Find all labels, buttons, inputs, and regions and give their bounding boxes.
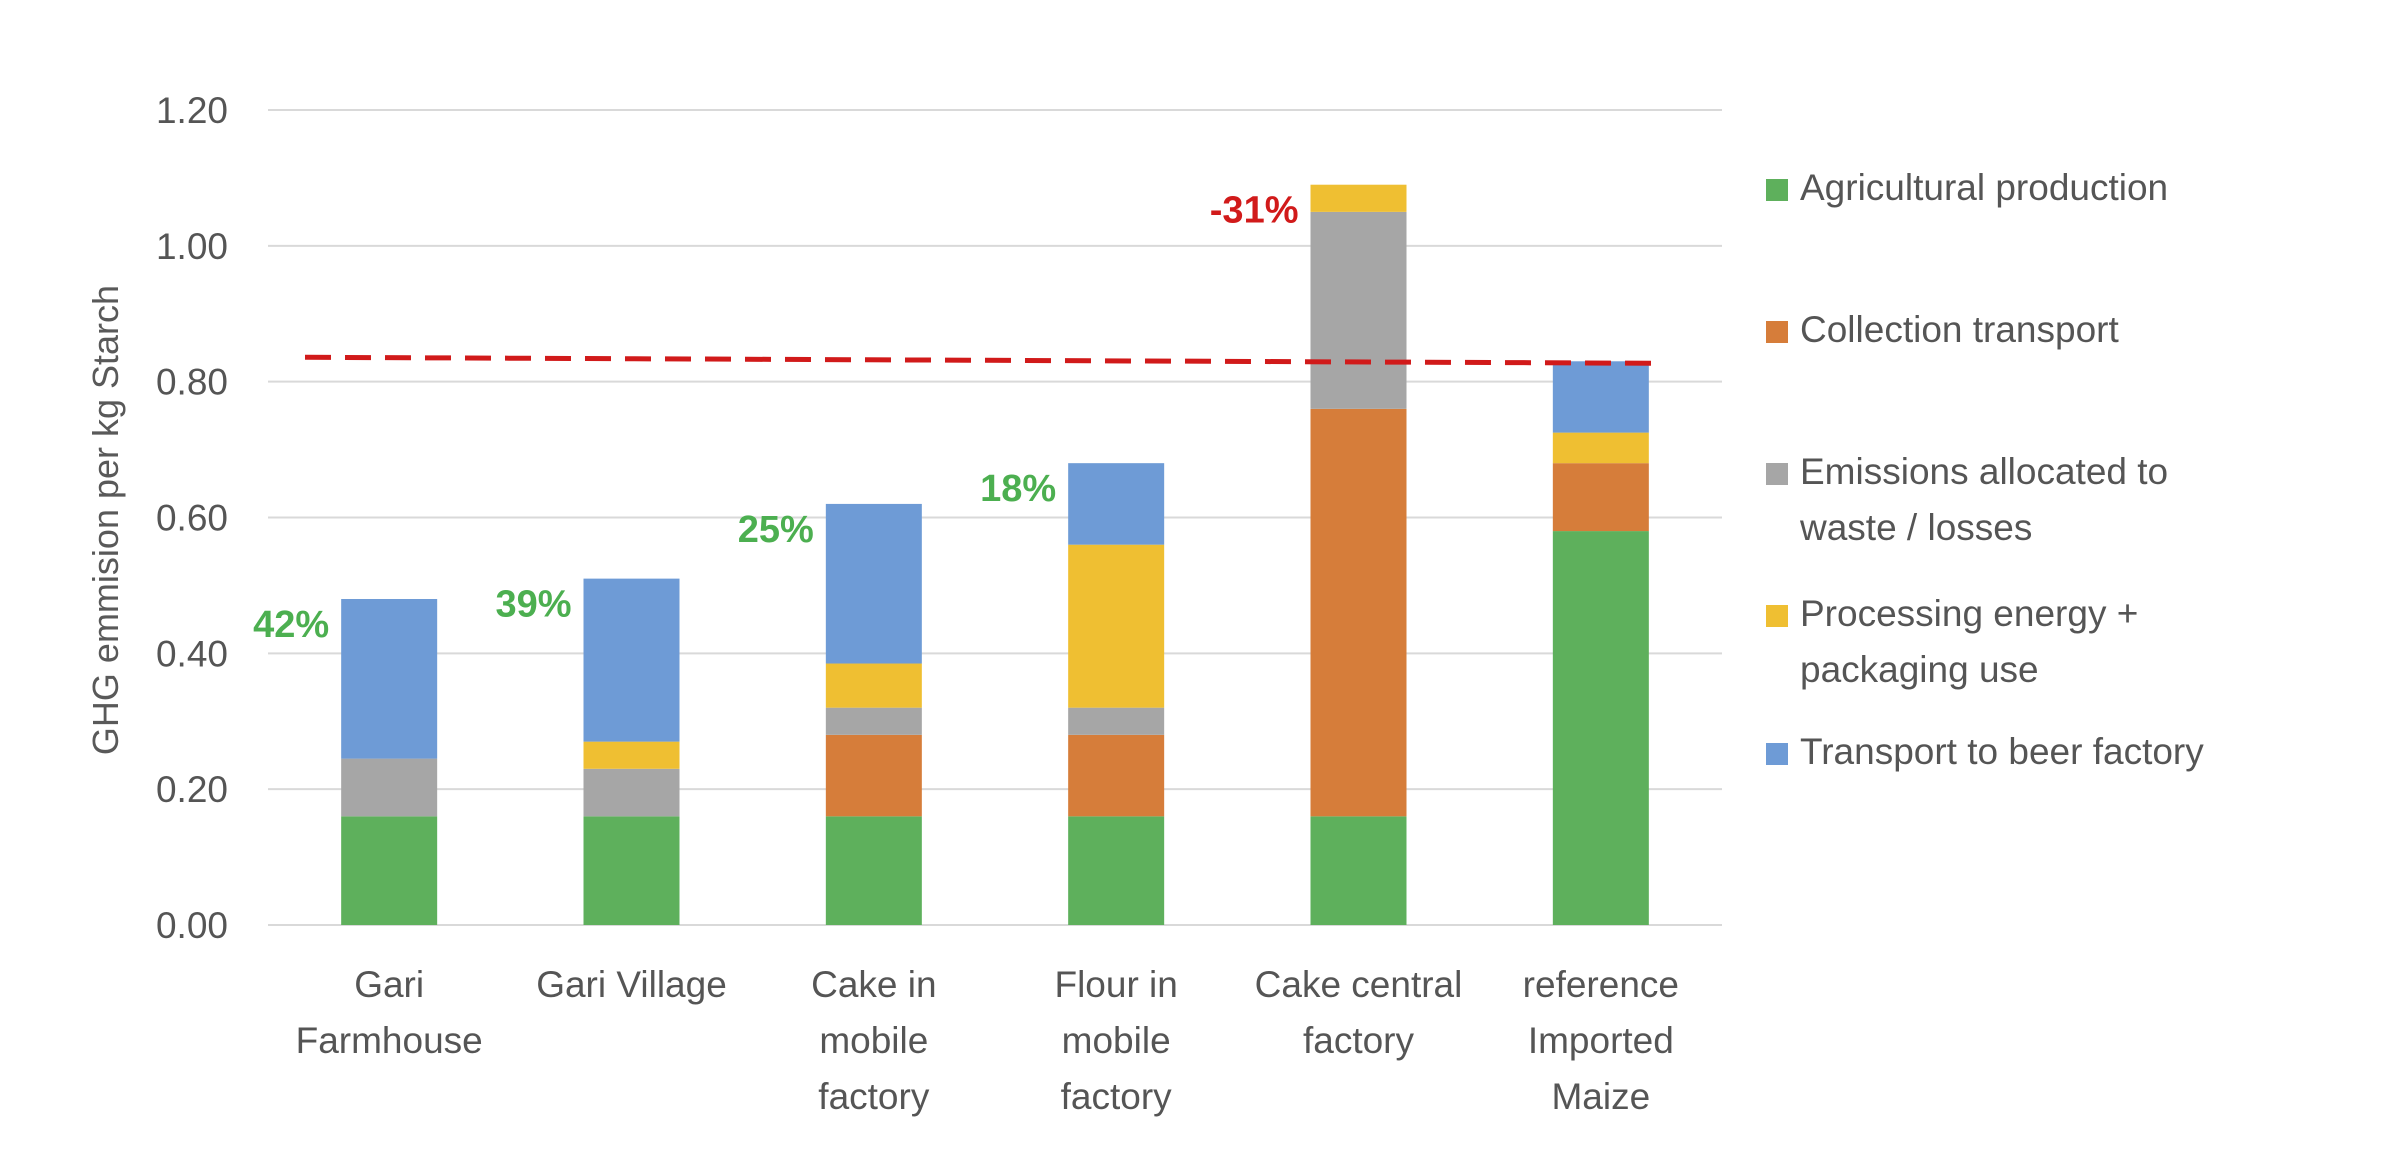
x-category-label: Cake in	[811, 964, 936, 1005]
bar-segment	[1068, 544, 1165, 708]
y-tick-label: 0.80	[156, 362, 228, 403]
x-category-label: Imported	[1528, 1020, 1674, 1061]
legend-label: Agricultural production	[1800, 167, 2168, 208]
legend-swatch	[1766, 321, 1788, 343]
reference-line-dashes	[304, 354, 1663, 366]
bar-segment	[1068, 816, 1165, 925]
x-category-label: factory	[1061, 1076, 1173, 1117]
x-category-label: Flour in	[1054, 964, 1177, 1005]
bar-segment	[825, 663, 922, 708]
percent-annotation: 18%	[980, 468, 1056, 510]
bar-segment	[583, 578, 680, 742]
bar-segment	[1310, 816, 1407, 925]
bar-segment	[1068, 463, 1165, 545]
percent-annotation: 25%	[738, 509, 814, 551]
bar-segment	[825, 816, 922, 925]
x-category-label: Gari	[354, 964, 424, 1005]
legend-label: waste / losses	[1799, 507, 2032, 548]
reference-line	[304, 354, 1663, 366]
bar-segment	[583, 741, 680, 769]
bar-segment	[1310, 184, 1407, 212]
bar-segment	[1310, 408, 1407, 817]
x-category-label: Farmhouse	[296, 1020, 483, 1061]
percent-annotation: -31%	[1210, 190, 1299, 232]
bar-segment	[1552, 361, 1649, 433]
x-category-label: factory	[1303, 1020, 1415, 1061]
y-tick-label: 0.20	[156, 769, 228, 810]
bar-segment	[1068, 707, 1165, 735]
bar-segment	[583, 816, 680, 925]
legend: Agricultural production Collection transp…	[1766, 167, 2204, 772]
percent-annotation: 42%	[253, 604, 329, 646]
legend-swatch	[1766, 743, 1788, 765]
bar-segment	[1552, 432, 1649, 464]
x-category-label: mobile	[1062, 1020, 1171, 1061]
x-category-label: Maize	[1551, 1076, 1650, 1117]
bar-segment	[825, 734, 922, 817]
legend-swatch	[1766, 463, 1788, 485]
y-tick-label: 1.00	[156, 226, 228, 267]
y-tick-label: 0.60	[156, 498, 228, 539]
x-category-label: mobile	[819, 1020, 928, 1061]
legend-swatch	[1766, 605, 1788, 627]
bar-segment	[825, 707, 922, 735]
y-tick-label: 0.40	[156, 633, 228, 674]
bar-segment	[1310, 211, 1407, 409]
y-axis-ticks: 0.00 0.20 0.40 0.60 0.80 1.00 1.20	[156, 90, 228, 946]
bar-segment	[341, 816, 438, 925]
legend-label: Processing energy +	[1800, 593, 2138, 634]
gridlines	[268, 109, 1722, 926]
bar-segment	[1552, 531, 1649, 925]
bar-segment	[341, 599, 438, 759]
legend-swatch	[1766, 179, 1788, 201]
x-category-label: Cake central	[1255, 964, 1463, 1005]
bar-segment	[825, 503, 922, 664]
bar-segment	[1552, 463, 1649, 532]
annotations: 42% 39% 25% 18% -31%	[253, 190, 1298, 646]
x-category-label: reference	[1523, 964, 1679, 1005]
y-tick-label: 1.20	[156, 90, 228, 131]
bar-segment	[583, 768, 680, 817]
x-category-label: Gari Village	[536, 964, 727, 1005]
bar-segment	[341, 758, 438, 817]
y-tick-label: 0.00	[156, 905, 228, 946]
bars	[341, 184, 1649, 925]
legend-label: packaging use	[1800, 649, 2039, 690]
x-category-label: factory	[818, 1076, 930, 1117]
legend-label: Emissions allocated to	[1800, 451, 2168, 492]
y-axis-label: GHG emmision per kg Starch	[85, 285, 126, 755]
x-axis-categories: Gari Farmhouse Gari Village Cake in mobile fa…	[296, 964, 1679, 1117]
legend-label: Collection transport	[1800, 309, 2119, 350]
legend-label: Transport to beer factory	[1800, 731, 2204, 772]
percent-annotation: 39%	[495, 584, 571, 626]
bar-segment	[1068, 734, 1165, 817]
